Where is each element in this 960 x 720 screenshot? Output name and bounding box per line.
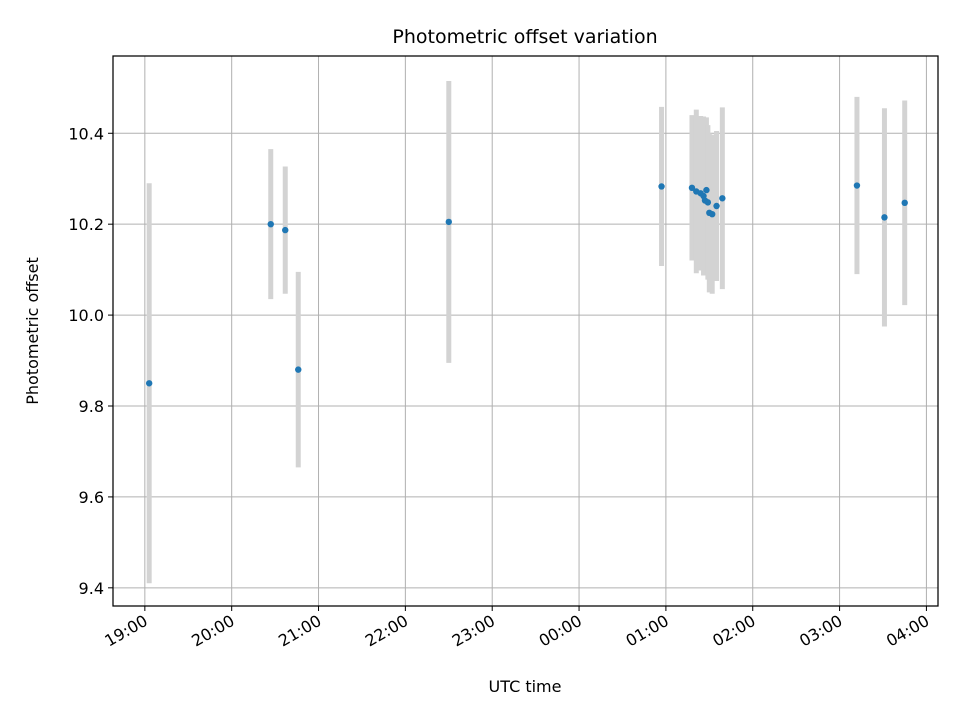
data-point — [295, 366, 302, 373]
data-point — [719, 195, 726, 202]
x-tick-label: 20:00 — [188, 611, 237, 651]
y-tick-label: 10.4 — [68, 124, 104, 143]
data-points — [145, 182, 908, 387]
y-tick-label: 9.6 — [79, 488, 104, 507]
data-point — [703, 186, 710, 194]
error-bars — [146, 81, 908, 584]
data-point — [282, 226, 289, 234]
data-point — [688, 184, 696, 192]
x-tick-label: 01:00 — [622, 611, 671, 651]
data-point — [445, 218, 452, 226]
y-axis-title: Photometric offset — [23, 257, 42, 405]
x-tick-label: 23:00 — [449, 611, 498, 651]
chart-title: Photometric offset variation — [392, 26, 657, 48]
data-point — [901, 199, 908, 207]
x-tick-label: 19:00 — [101, 611, 150, 651]
x-axis-title: UTC time — [489, 677, 562, 696]
data-point — [658, 183, 665, 190]
y-tick-label: 9.8 — [79, 397, 104, 416]
x-axis-ticks: 19:00 20:00 21:00 22:00 23:00 00:00 01:00 02:00… — [101, 606, 932, 651]
x-tick-label: 03:00 — [796, 611, 845, 651]
data-point — [853, 182, 861, 189]
x-tick-label: 00:00 — [536, 611, 585, 651]
data-point — [709, 210, 716, 218]
x-tick-label: 21:00 — [275, 611, 324, 651]
data-point — [267, 220, 274, 228]
y-tick-label: 9.4 — [79, 579, 104, 598]
y-tick-label: 10.0 — [68, 306, 104, 325]
data-point — [145, 380, 153, 387]
x-tick-label: 02:00 — [709, 611, 758, 651]
data-point — [881, 214, 888, 221]
grid — [113, 56, 938, 606]
plot-frame — [112, 55, 939, 607]
x-tick-label: 04:00 — [883, 611, 932, 651]
y-axis-ticks: 9.4 9.6 9.8 10.0 10.2 10.4 — [68, 124, 113, 598]
x-tick-label: 22:00 — [362, 611, 411, 651]
data-point — [704, 199, 712, 206]
data-point — [713, 202, 720, 210]
y-tick-label: 10.2 — [68, 215, 104, 234]
